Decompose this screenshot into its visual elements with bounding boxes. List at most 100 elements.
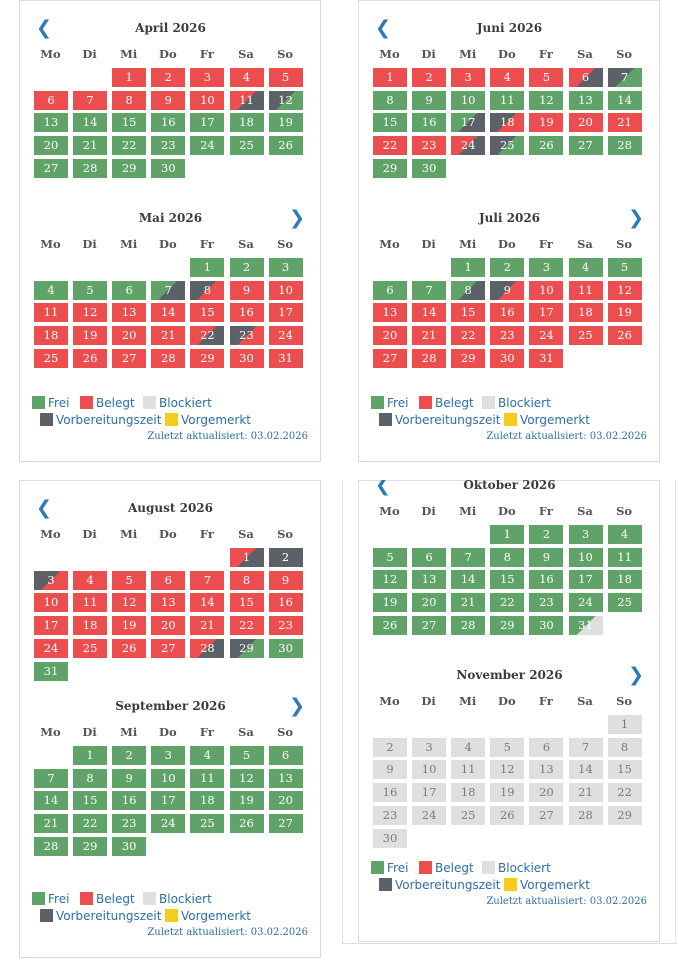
- day-cell[interactable]: 12: [112, 593, 147, 613]
- day-cell[interactable]: 10: [568, 547, 603, 567]
- day-cell[interactable]: 14: [451, 570, 486, 590]
- day-cell[interactable]: 4: [190, 746, 225, 765]
- day-cell[interactable]: 21: [151, 326, 186, 346]
- day-cell[interactable]: 20: [34, 136, 68, 156]
- day-cell[interactable]: 22: [607, 783, 642, 803]
- day-cell[interactable]: 1: [190, 258, 225, 277]
- day-cell[interactable]: 10: [451, 90, 486, 110]
- day-cell[interactable]: 18: [190, 791, 225, 811]
- day-cell[interactable]: 12: [229, 768, 264, 788]
- day-cell[interactable]: 4: [568, 258, 603, 277]
- day-cell[interactable]: 5: [529, 68, 564, 87]
- day-cell[interactable]: 4: [451, 737, 486, 757]
- day-cell[interactable]: 3: [151, 746, 186, 765]
- day-cell[interactable]: 24: [568, 593, 603, 613]
- day-cell[interactable]: 29: [607, 805, 642, 825]
- day-cell[interactable]: 3: [412, 737, 447, 757]
- day-cell[interactable]: 1: [607, 715, 642, 734]
- day-cell[interactable]: 9: [529, 547, 564, 567]
- day-cell[interactable]: 18: [607, 570, 642, 590]
- day-cell[interactable]: 15: [229, 593, 264, 613]
- day-cell[interactable]: 1: [373, 68, 407, 87]
- day-cell[interactable]: 22: [373, 136, 407, 156]
- day-cell[interactable]: 8: [607, 737, 642, 757]
- day-cell[interactable]: 1: [490, 525, 525, 544]
- day-cell[interactable]: 31: [568, 615, 603, 635]
- day-cell[interactable]: 30: [268, 638, 303, 658]
- day-cell[interactable]: 1: [112, 68, 147, 87]
- day-cell[interactable]: 14: [34, 791, 68, 811]
- day-cell[interactable]: 18: [229, 113, 264, 133]
- day-cell[interactable]: 5: [73, 280, 108, 300]
- day-cell[interactable]: 15: [73, 791, 108, 811]
- day-cell[interactable]: 11: [607, 547, 642, 567]
- day-cell[interactable]: 27: [568, 136, 603, 156]
- day-cell[interactable]: 14: [190, 593, 225, 613]
- next-month-icon[interactable]: ❯: [628, 664, 644, 686]
- day-cell[interactable]: 27: [112, 348, 147, 368]
- day-cell[interactable]: 23: [490, 326, 525, 346]
- day-cell[interactable]: 8: [373, 90, 407, 110]
- day-cell[interactable]: 3: [568, 525, 603, 544]
- day-cell[interactable]: 12: [529, 90, 564, 110]
- day-cell[interactable]: 26: [112, 638, 147, 658]
- day-cell[interactable]: 20: [568, 113, 603, 133]
- day-cell[interactable]: 17: [34, 616, 68, 636]
- day-cell[interactable]: 18: [34, 326, 68, 346]
- day-cell[interactable]: 8: [73, 768, 108, 788]
- day-cell[interactable]: 25: [568, 326, 603, 346]
- day-cell[interactable]: 15: [112, 113, 147, 133]
- day-cell[interactable]: 17: [568, 570, 603, 590]
- day-cell[interactable]: 8: [112, 90, 147, 110]
- day-cell[interactable]: 1: [73, 746, 108, 765]
- day-cell[interactable]: 29: [190, 348, 225, 368]
- day-cell[interactable]: 23: [412, 136, 447, 156]
- day-cell[interactable]: 8: [190, 280, 225, 300]
- day-cell[interactable]: 11: [451, 760, 486, 780]
- day-cell[interactable]: 12: [73, 303, 108, 323]
- next-month-icon[interactable]: ❯: [289, 695, 305, 717]
- day-cell[interactable]: 23: [373, 805, 407, 825]
- day-cell[interactable]: 24: [34, 638, 68, 658]
- day-cell[interactable]: 7: [451, 547, 486, 567]
- day-cell[interactable]: 13: [568, 90, 603, 110]
- day-cell[interactable]: 2: [268, 548, 303, 567]
- day-cell[interactable]: 31: [529, 348, 564, 368]
- day-cell[interactable]: 11: [73, 593, 108, 613]
- day-cell[interactable]: 15: [607, 760, 642, 780]
- day-cell[interactable]: 8: [490, 547, 525, 567]
- day-cell[interactable]: 1: [229, 548, 264, 567]
- day-cell[interactable]: 9: [112, 768, 147, 788]
- day-cell[interactable]: 5: [373, 547, 407, 567]
- day-cell[interactable]: 9: [151, 90, 186, 110]
- day-cell[interactable]: 27: [412, 615, 447, 635]
- day-cell[interactable]: 24: [529, 326, 564, 346]
- day-cell[interactable]: 22: [451, 326, 486, 346]
- day-cell[interactable]: 25: [229, 136, 264, 156]
- day-cell[interactable]: 7: [190, 570, 225, 590]
- day-cell[interactable]: 19: [373, 593, 407, 613]
- day-cell[interactable]: 14: [607, 90, 642, 110]
- day-cell[interactable]: 28: [412, 348, 447, 368]
- day-cell[interactable]: 6: [568, 68, 603, 87]
- day-cell[interactable]: 2: [112, 746, 147, 765]
- day-cell[interactable]: 29: [229, 638, 264, 658]
- day-cell[interactable]: 24: [451, 136, 486, 156]
- day-cell[interactable]: 29: [73, 836, 108, 856]
- day-cell[interactable]: 9: [229, 280, 264, 300]
- day-cell[interactable]: 28: [607, 136, 642, 156]
- day-cell[interactable]: 23: [529, 593, 564, 613]
- day-cell[interactable]: 2: [412, 68, 447, 87]
- day-cell[interactable]: 24: [190, 136, 225, 156]
- day-cell[interactable]: 4: [607, 525, 642, 544]
- day-cell[interactable]: 20: [268, 791, 303, 811]
- day-cell[interactable]: 27: [373, 348, 407, 368]
- day-cell[interactable]: 18: [451, 783, 486, 803]
- day-cell[interactable]: 23: [229, 326, 264, 346]
- day-cell[interactable]: 20: [112, 326, 147, 346]
- day-cell[interactable]: 16: [151, 113, 186, 133]
- day-cell[interactable]: 19: [490, 783, 525, 803]
- day-cell[interactable]: 2: [490, 258, 525, 277]
- day-cell[interactable]: 19: [229, 791, 264, 811]
- day-cell[interactable]: 26: [373, 615, 407, 635]
